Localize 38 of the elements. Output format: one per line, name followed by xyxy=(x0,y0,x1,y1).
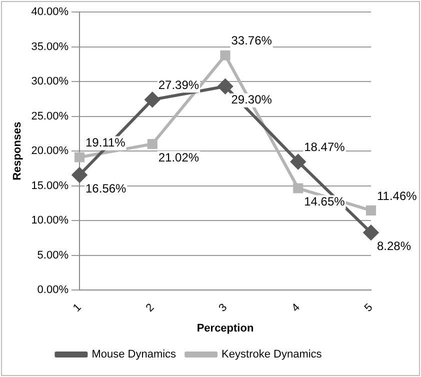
data-label: 14.65% xyxy=(304,194,346,209)
data-label: 21.02% xyxy=(158,150,200,164)
x-tick-label: 2 xyxy=(144,302,157,314)
y-tick-label: 0.00% xyxy=(37,284,69,296)
point xyxy=(366,205,376,216)
y-tick-label: 40.00% xyxy=(31,6,69,18)
x-axis-title: Perception xyxy=(196,322,254,334)
data-label: 8.28% xyxy=(377,238,412,253)
x-tick-label: 5 xyxy=(362,302,376,314)
point xyxy=(72,167,88,182)
data-label: 19.11% xyxy=(86,136,126,150)
point xyxy=(220,50,230,60)
x-tick-label: 3 xyxy=(216,302,230,314)
data-label: 16.56% xyxy=(86,181,127,196)
data-label: 27.39% xyxy=(158,78,200,92)
y-tick-label: 25.00% xyxy=(31,110,69,122)
point xyxy=(364,225,378,240)
point xyxy=(74,152,85,162)
y-tick-label: 15.00% xyxy=(31,180,69,192)
y-tick-label: 20.00% xyxy=(31,145,69,158)
point xyxy=(290,154,306,170)
y-tick-label: 10.00% xyxy=(31,214,69,227)
point xyxy=(218,78,233,94)
legend-label: Keystroke Dynamics xyxy=(222,348,322,361)
x-tick-label: 4 xyxy=(290,302,302,314)
data-label: 33.76% xyxy=(231,34,272,48)
data-label: 11.46% xyxy=(377,188,418,203)
point xyxy=(144,92,160,108)
y-tick-label: 30.00% xyxy=(31,76,69,88)
data-label: 29.30% xyxy=(231,92,272,107)
data-label: 18.47% xyxy=(304,140,346,154)
x-tick-label: 1 xyxy=(70,302,84,314)
y-tick-label: 5.00% xyxy=(37,249,69,262)
legend-label: Mouse Dynamics xyxy=(92,348,177,361)
point xyxy=(293,183,304,194)
y-axis-title: Responses xyxy=(12,122,24,180)
y-tick-label: 35.00% xyxy=(31,40,69,53)
point xyxy=(147,138,158,150)
